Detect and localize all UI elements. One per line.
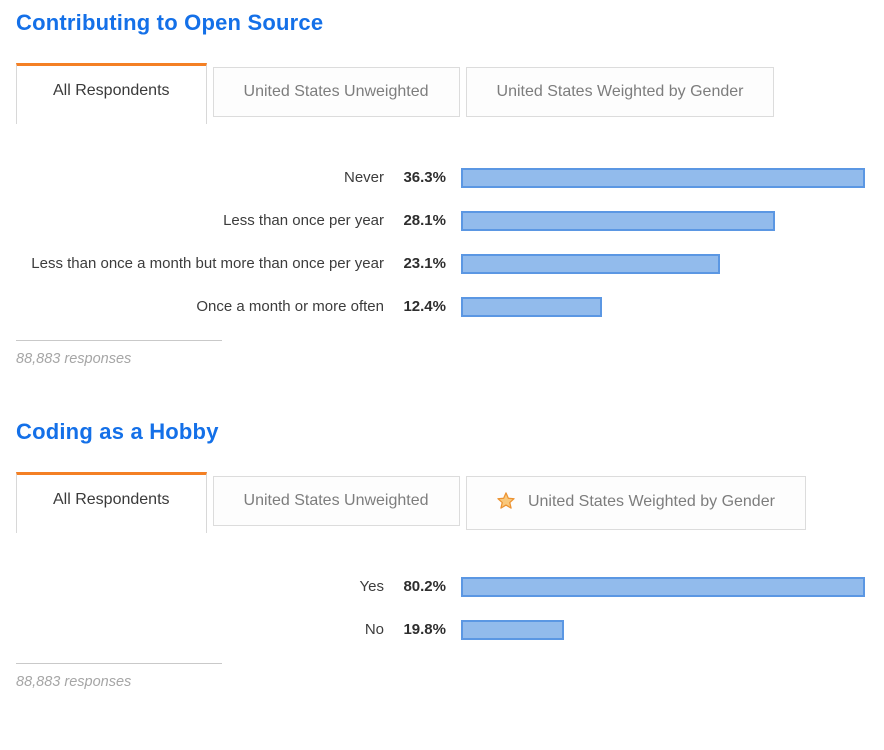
value-label: 80.2% [403, 578, 446, 595]
value-label: 28.1% [403, 212, 446, 229]
value-label: 19.8% [403, 621, 446, 638]
tab-label: United States Weighted by Gender [496, 83, 744, 100]
bar [461, 297, 602, 317]
section-contributing-to-open-source: Contributing to Open Source All Responde… [16, 10, 884, 367]
responses-note: 88,883 responses [16, 351, 132, 367]
divider [16, 663, 222, 664]
tab-us-weighted-gender[interactable]: United States Weighted by Gender [465, 476, 806, 530]
value-label: 12.4% [403, 298, 446, 315]
section-coding-as-a-hobby: Coding as a Hobby All Respondents United… [16, 419, 884, 690]
category-label: Less than once per year [223, 212, 384, 229]
divider [16, 340, 222, 341]
bar [461, 254, 720, 274]
tab-all-respondents[interactable]: All Respondents [16, 472, 207, 533]
tab-label: All Respondents [53, 82, 170, 99]
bar [461, 211, 775, 231]
bar [461, 577, 865, 597]
tab-label: All Respondents [53, 491, 170, 508]
category-label: Once a month or more often [196, 298, 384, 315]
bar-chart-hobby: Yes 80.2% No 19.8% [16, 577, 884, 640]
chart-row: Never 36.3% [16, 168, 884, 188]
tab-us-unweighted[interactable]: United States Unweighted [212, 476, 460, 526]
tab-label: United States Unweighted [243, 83, 429, 100]
value-label: 36.3% [403, 169, 446, 186]
survey-results-page: Contributing to Open Source All Responde… [16, 10, 884, 690]
tab-bar: All Respondents United States Unweighted… [16, 472, 884, 533]
chart-row: Yes 80.2% [16, 577, 884, 597]
category-label: Never [343, 169, 384, 186]
bar-chart-open-source: Never 36.3% Less than once per year 28.1… [16, 168, 884, 317]
category-label: No [364, 621, 384, 638]
tab-label: United States Weighted by Gender [527, 493, 775, 510]
category-label: Yes [359, 578, 384, 595]
chart-row: No 19.8% [16, 620, 884, 640]
bar [461, 620, 564, 640]
section-title: Coding as a Hobby [16, 419, 219, 444]
category-label: Less than once a month but more than onc… [31, 255, 384, 272]
responses-note: 88,883 responses [16, 674, 132, 690]
bar [461, 168, 865, 188]
star-icon [496, 492, 515, 514]
tab-us-weighted-gender[interactable]: United States Weighted by Gender [465, 67, 775, 117]
chart-row: Once a month or more often 12.4% [16, 297, 884, 317]
tab-all-respondents[interactable]: All Respondents [16, 63, 207, 124]
chart-row: Less than once a month but more than onc… [16, 254, 884, 274]
value-label: 23.1% [403, 255, 446, 272]
tab-bar: All Respondents United States Unweighted… [16, 63, 884, 124]
tab-label: United States Unweighted [243, 492, 429, 509]
chart-row: Less than once per year 28.1% [16, 211, 884, 231]
tab-us-unweighted[interactable]: United States Unweighted [212, 67, 460, 117]
section-title: Contributing to Open Source [16, 10, 324, 35]
